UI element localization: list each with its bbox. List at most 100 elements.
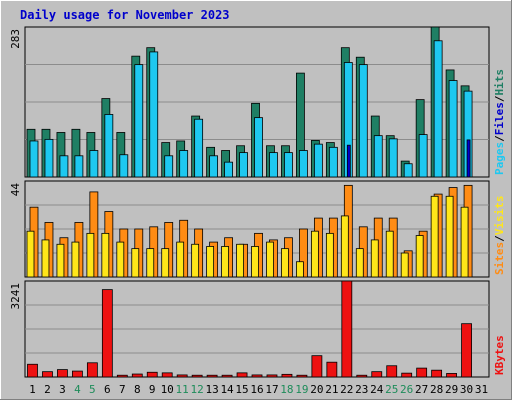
bar-files — [134, 64, 144, 178]
bar-visits — [460, 206, 469, 278]
bar-files — [388, 138, 398, 178]
legend-files: Files — [493, 102, 506, 135]
x-tick-label: 7 — [119, 383, 126, 396]
legend-kbytes: KBytes — [493, 335, 506, 375]
x-tick-label: 9 — [149, 383, 156, 396]
bar-visits — [310, 230, 319, 278]
x-tick-label: 26 — [400, 383, 413, 396]
legend-separator: / — [493, 135, 506, 142]
bar-files — [59, 155, 69, 178]
x-tick-label: 14 — [220, 383, 234, 396]
bar-files — [269, 152, 278, 178]
bar-visits — [430, 195, 439, 278]
bar-files — [373, 135, 383, 178]
x-tick-label: 23 — [355, 383, 368, 396]
bar-visits — [176, 241, 185, 278]
panel-kbytes: 3241 KBytes — [9, 280, 506, 378]
bar-files — [448, 80, 458, 178]
bars-hits — [26, 26, 473, 178]
bar-files — [224, 161, 233, 178]
legend-separator: / — [493, 235, 506, 242]
bar-visits — [266, 241, 274, 278]
bar-files — [299, 150, 308, 178]
x-tick-label: 3 — [59, 383, 66, 396]
legend-text-kbytes: KBytes — [493, 335, 506, 375]
bar-visits — [71, 241, 80, 278]
legend-text-hits: Pages/Files/Hits — [493, 69, 506, 175]
bar-kbytes — [461, 323, 472, 378]
bar-kbytes — [72, 370, 83, 378]
bar-files — [74, 155, 84, 178]
bar-kbytes — [101, 289, 113, 378]
bar-visits — [340, 215, 349, 278]
bar-kbytes — [281, 373, 293, 378]
bar-files — [89, 150, 99, 178]
legend-visits: Sites/Visits — [493, 196, 506, 276]
bar-visits — [221, 246, 229, 278]
bar-visits — [415, 235, 424, 278]
x-tick-label: 17 — [265, 383, 278, 396]
bar-kbytes — [161, 372, 173, 378]
bar-kbytes — [116, 374, 128, 378]
bar-files — [164, 155, 174, 178]
x-tick-label: 31 — [475, 383, 488, 396]
bar-visits — [281, 248, 289, 278]
bar-kbytes — [311, 355, 323, 378]
x-tick-label: 2 — [44, 383, 51, 396]
legend-hits: Pages/Files/Hits — [493, 69, 506, 175]
bar-kbytes — [27, 363, 38, 378]
x-tick-label: 18 — [280, 383, 293, 396]
bar-pages — [346, 144, 351, 178]
bar-kbytes — [251, 374, 263, 378]
bar-visits — [370, 239, 379, 278]
bar-visits — [56, 243, 65, 278]
x-tick-label: 25 — [385, 383, 398, 396]
legend-kbytes: KBytes — [493, 335, 506, 375]
bar-files — [179, 150, 189, 178]
x-tick-label: 19 — [295, 383, 308, 396]
x-axis-labels: 1 2 3 4 5 6 7 8 9 10 11 12 13 14 15 16 17 18 19 20 21 22 23 24 2… — [29, 383, 488, 396]
bar-kbytes — [386, 365, 398, 378]
bar-pages — [466, 139, 471, 178]
y-max-label-visits: 44 — [9, 183, 22, 197]
x-tick-label: 4 — [74, 383, 81, 396]
bars-kbytes — [27, 280, 472, 378]
chart-title: Daily usage for November 2023 — [20, 8, 230, 22]
legend-pages: Pages — [493, 142, 506, 175]
bar-kbytes — [446, 373, 457, 378]
legend-hits: Hits — [493, 69, 506, 96]
bar-files — [284, 152, 293, 178]
bar-files — [104, 114, 114, 178]
chart-panels: 283Pages/Files/Hits44Sites/Visits3241KBy… — [9, 26, 506, 378]
bar-files — [358, 64, 368, 178]
bar-kbytes — [57, 369, 68, 378]
bar-visits — [86, 232, 95, 278]
x-tick-label: 12 — [191, 383, 204, 396]
bar-visits — [131, 248, 140, 278]
bar-visits — [385, 230, 394, 278]
x-tick-label: 8 — [134, 383, 141, 396]
bar-kbytes — [236, 372, 248, 378]
bar-files — [194, 118, 204, 178]
bar-visits — [325, 232, 334, 278]
x-tick-label: 22 — [340, 383, 353, 396]
bar-files — [119, 154, 129, 178]
x-tick-label: 16 — [250, 383, 263, 396]
bar-kbytes — [131, 373, 143, 378]
x-tick-label: 13 — [205, 383, 218, 396]
x-tick-label: 24 — [370, 383, 384, 396]
bar-files — [44, 138, 54, 178]
x-tick-label: 6 — [104, 383, 111, 396]
x-tick-label: 28 — [430, 383, 443, 396]
x-tick-label: 11 — [176, 383, 189, 396]
bar-kbytes — [341, 280, 353, 378]
bar-files — [29, 140, 39, 178]
x-tick-label: 15 — [235, 383, 248, 396]
bar-visits — [251, 246, 259, 278]
x-tick-label: 5 — [89, 383, 96, 396]
bar-kbytes — [266, 374, 278, 378]
bar-visits — [236, 243, 244, 278]
bar-kbytes — [416, 367, 428, 378]
